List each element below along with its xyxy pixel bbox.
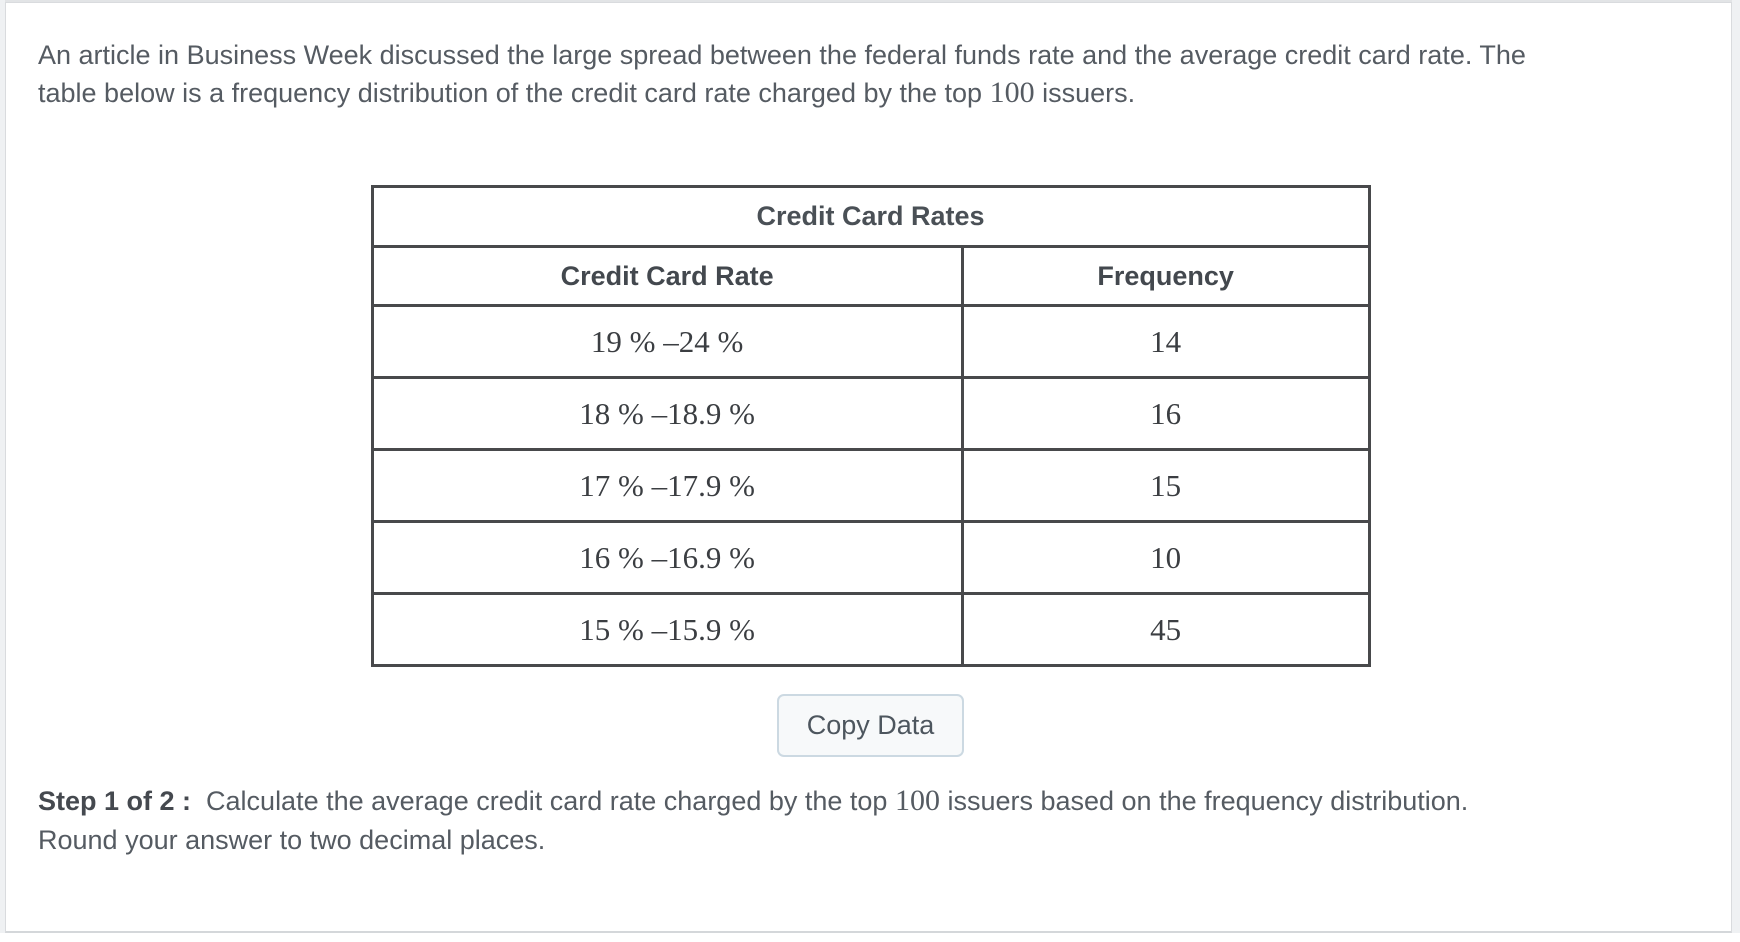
- step-text-3: Round your answer to two decimal places.: [38, 825, 546, 855]
- top-divider-line: [0, 0, 1740, 3]
- question-content: An article in Business Week discussed th…: [6, 3, 1731, 860]
- frequency-cell: 14: [960, 304, 1371, 379]
- rate-cell: 19 % –24 %: [370, 304, 964, 379]
- frequency-cell: 15: [960, 448, 1371, 523]
- intro-line-1: An article in Business Week discussed th…: [38, 37, 1703, 74]
- rate-cell: 17 % –17.9 %: [370, 448, 964, 523]
- right-gutter: [1732, 0, 1740, 933]
- table-title: Credit Card Rates: [370, 185, 1371, 248]
- rate-cell: 16 % –16.9 %: [370, 520, 964, 595]
- table-row: 17 % –17.9 % 15: [370, 448, 1371, 523]
- left-gutter: [0, 0, 5, 933]
- intro-text-1: An article in Business Week discussed th…: [38, 40, 1526, 70]
- rate-cell: 18 % –18.9 %: [370, 376, 964, 451]
- column-header-frequency: Frequency: [960, 245, 1371, 307]
- table-row: 15 % –15.9 % 45: [370, 592, 1371, 667]
- question-panel: An article in Business Week discussed th…: [5, 2, 1732, 933]
- intro-text-3: issuers.: [1034, 78, 1136, 108]
- step-text-1: Calculate the average credit card rate c…: [191, 786, 895, 816]
- table-row: 16 % –16.9 % 10: [370, 520, 1371, 595]
- rate-cell: 15 % –15.9 %: [370, 592, 964, 667]
- button-row: Copy Data: [38, 694, 1703, 757]
- step-math-value: 100: [894, 784, 940, 817]
- table-row: 18 % –18.9 % 16: [370, 376, 1371, 451]
- step-label: Step 1 of 2 :: [38, 786, 192, 816]
- frequency-cell: 45: [960, 592, 1371, 667]
- intro-math-value: 100: [989, 76, 1035, 109]
- intro-line-2: table below is a frequency distribution …: [38, 74, 1703, 112]
- column-header-rate: Credit Card Rate: [370, 245, 964, 307]
- intro-text-2: table below is a frequency distribution …: [38, 78, 990, 108]
- step-line-2: Round your answer to two decimal places.: [38, 821, 1703, 860]
- step-line-1: Step 1 of 2 : Calculate the average cred…: [38, 781, 1703, 821]
- table-wrapper: Credit Card Rates Credit Card Rate Frequ…: [370, 185, 1371, 667]
- credit-card-rates-table: Credit Card Rates Credit Card Rate Frequ…: [370, 185, 1371, 667]
- table-header-row: Credit Card Rate Frequency: [370, 245, 1371, 307]
- table-title-row: Credit Card Rates: [370, 185, 1371, 248]
- frequency-cell: 16: [960, 376, 1371, 451]
- step-instruction: Step 1 of 2 : Calculate the average cred…: [38, 781, 1703, 860]
- table-row: 19 % –24 % 14: [370, 304, 1371, 379]
- copy-data-button[interactable]: Copy Data: [777, 694, 964, 757]
- frequency-cell: 10: [960, 520, 1371, 595]
- step-text-2: issuers based on the frequency distribut…: [939, 786, 1469, 816]
- intro-paragraph: An article in Business Week discussed th…: [38, 37, 1703, 112]
